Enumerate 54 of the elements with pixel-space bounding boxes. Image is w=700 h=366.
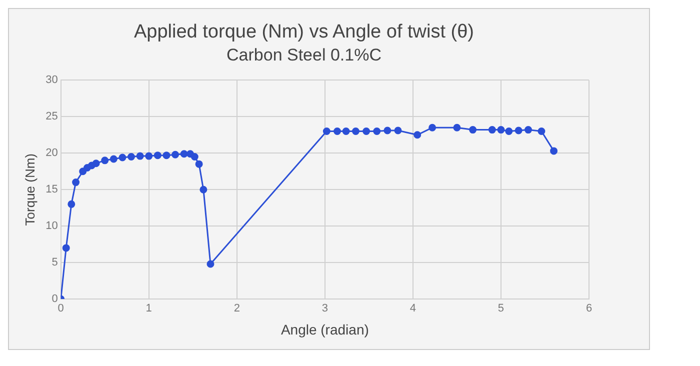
point	[62, 244, 70, 252]
point	[428, 124, 436, 132]
point	[200, 186, 208, 194]
point	[195, 160, 203, 168]
point	[101, 156, 109, 164]
chart-subtitle: Carbon Steel 0.1%C	[226, 46, 382, 65]
x-tick-label: 5	[498, 302, 504, 315]
point	[497, 126, 505, 134]
point	[190, 153, 198, 161]
y-axis-title: Torque (Nm)	[22, 153, 38, 226]
y-tick-label: 25	[46, 110, 58, 123]
point	[180, 150, 188, 158]
point	[72, 178, 80, 186]
point	[505, 128, 513, 136]
x-tick-label: 1	[146, 302, 152, 315]
point	[342, 128, 350, 136]
point	[333, 128, 341, 136]
point	[128, 153, 136, 161]
x-axis-title: Angle (radian)	[280, 321, 369, 338]
point	[206, 260, 214, 268]
point	[362, 128, 370, 136]
point	[488, 126, 496, 134]
point	[469, 126, 477, 134]
point	[394, 126, 402, 134]
point	[145, 152, 153, 160]
point	[414, 131, 422, 139]
point	[453, 124, 461, 132]
point	[550, 147, 558, 155]
point	[524, 126, 532, 134]
x-tick-label: 6	[586, 302, 592, 315]
point	[384, 126, 392, 134]
point	[514, 126, 522, 134]
point	[110, 155, 118, 163]
x-tick-label: 3	[322, 302, 328, 315]
point	[373, 128, 381, 136]
point	[118, 154, 126, 162]
point	[92, 160, 100, 168]
y-tick-label: 0	[52, 293, 58, 306]
point	[352, 128, 360, 136]
point	[68, 200, 76, 208]
chart-title: Applied torque (Nm) vs Angle of twist (θ)	[134, 22, 474, 43]
point	[136, 152, 144, 160]
point	[322, 128, 330, 136]
point	[162, 152, 170, 160]
y-tick-label: 30	[46, 74, 58, 86]
x-tick-label: 2	[234, 302, 240, 315]
y-tick-label: 10	[46, 220, 58, 232]
y-tick-label: 5	[52, 256, 58, 269]
point	[538, 128, 546, 136]
y-tick-label: 20	[46, 147, 58, 160]
y-tick-label: 15	[46, 184, 58, 196]
x-tick-label: 4	[410, 302, 416, 315]
point	[172, 150, 180, 158]
point	[154, 152, 162, 160]
